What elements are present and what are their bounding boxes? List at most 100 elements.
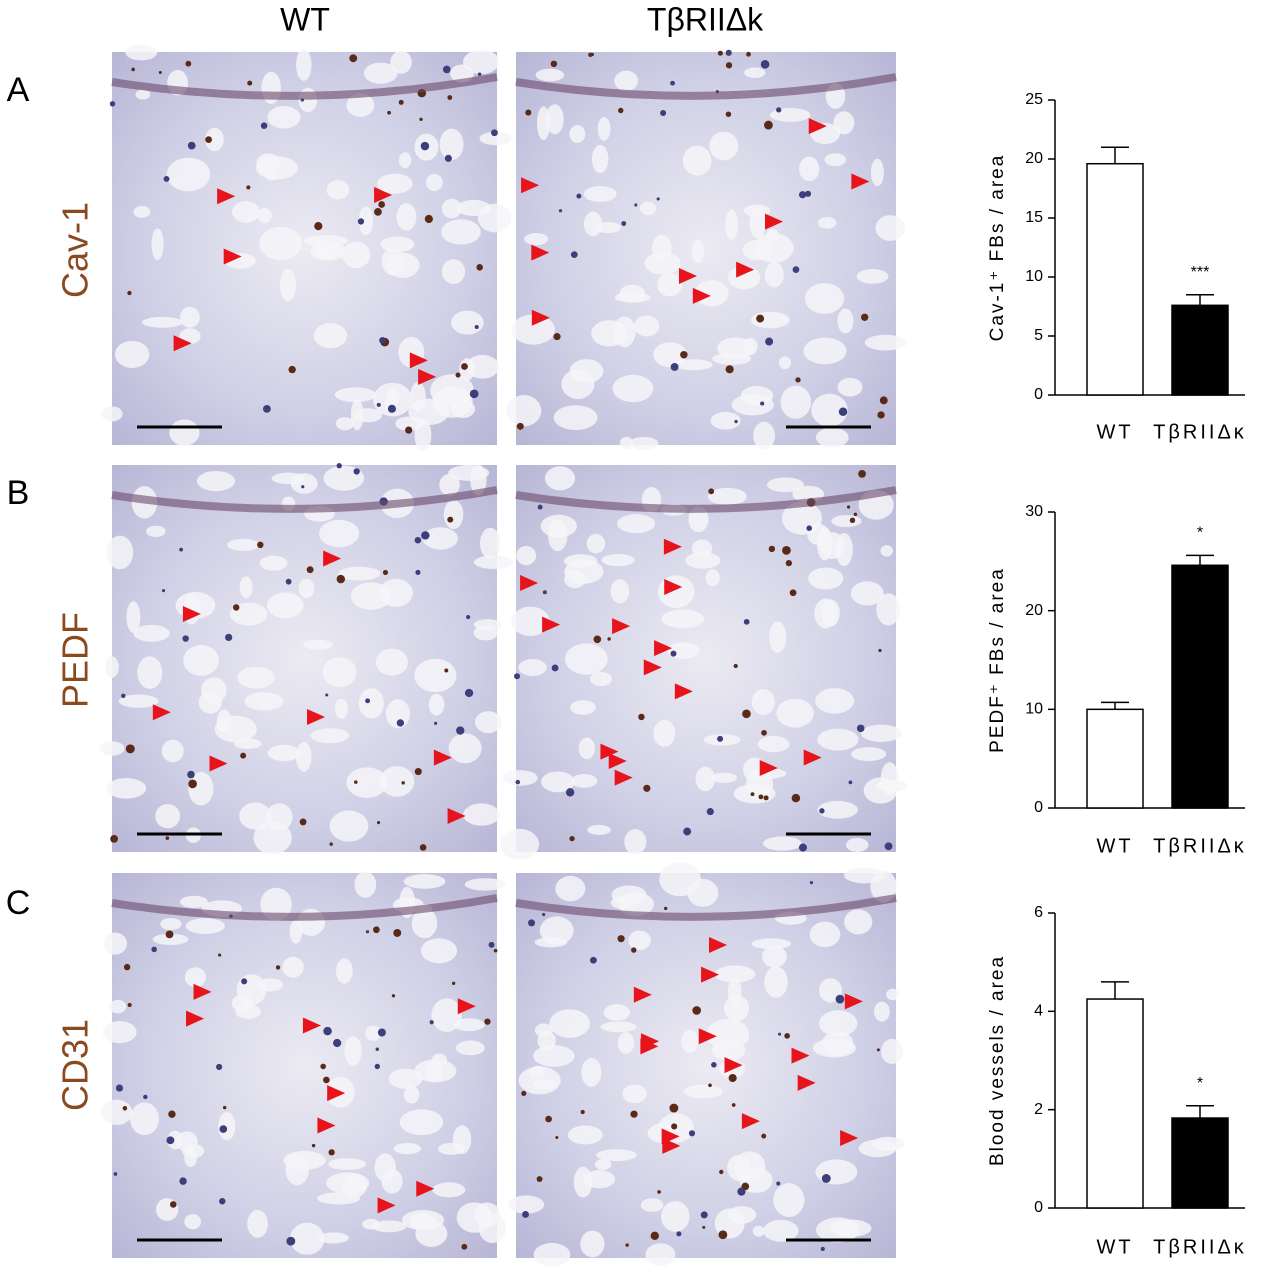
stained-cell xyxy=(374,207,382,216)
cell-space xyxy=(705,569,720,587)
cell-space xyxy=(371,1220,407,1233)
stained-cell xyxy=(849,517,856,524)
stained-cell xyxy=(257,541,264,549)
bar xyxy=(1086,998,1144,1209)
cell-space xyxy=(500,828,540,860)
cell-space xyxy=(725,209,738,241)
cell-space xyxy=(833,111,855,135)
stained-cell xyxy=(702,1225,706,1229)
cell-space xyxy=(303,639,334,650)
cell-space xyxy=(851,747,887,762)
cell-space xyxy=(712,352,752,365)
cell-space xyxy=(581,1057,602,1087)
stained-cell xyxy=(484,1018,491,1025)
cell-space xyxy=(864,334,907,351)
cell-space xyxy=(335,958,353,984)
cell-space xyxy=(533,1242,571,1267)
stained-cell xyxy=(163,176,170,182)
arrowhead xyxy=(797,1074,816,1091)
stained-cell xyxy=(717,50,723,56)
cell-space xyxy=(260,887,292,921)
cell-space xyxy=(180,895,208,908)
stained-cell xyxy=(415,569,421,575)
cell-space xyxy=(773,1183,805,1218)
stained-cell xyxy=(522,1211,529,1218)
stained-cell xyxy=(761,729,767,736)
row-label: PEDF xyxy=(55,612,96,708)
cell-space xyxy=(155,1198,179,1221)
cell-space xyxy=(313,323,348,349)
cell-space xyxy=(247,1209,268,1238)
arrowhead xyxy=(521,177,540,194)
stained-cell xyxy=(188,779,197,789)
cell-space xyxy=(196,471,236,492)
stained-cell xyxy=(576,193,582,199)
arrowhead xyxy=(447,807,466,824)
cell-space xyxy=(653,719,676,747)
y-tick-label: 0 xyxy=(1034,799,1043,816)
stained-cell xyxy=(861,313,869,321)
cell-space xyxy=(167,1130,183,1150)
cell-space xyxy=(541,771,575,793)
stained-cell xyxy=(725,49,732,56)
arrowhead xyxy=(654,640,673,657)
arrowhead xyxy=(152,704,171,721)
stained-cell xyxy=(123,963,131,971)
cell-space xyxy=(818,978,843,1003)
cell-space xyxy=(101,406,123,422)
cell-space xyxy=(633,315,660,337)
stained-cell xyxy=(631,947,637,953)
stained-cell xyxy=(820,1246,825,1251)
cell-space xyxy=(553,405,598,431)
stained-cell xyxy=(151,946,157,953)
arrowhead xyxy=(182,605,201,622)
cell-space xyxy=(727,977,742,1006)
cell-space xyxy=(289,919,303,944)
stained-cell xyxy=(444,668,449,673)
cell-space xyxy=(329,810,369,842)
arrowhead xyxy=(808,118,827,135)
cell-space xyxy=(651,234,672,262)
cell-space xyxy=(396,203,417,231)
cell-space xyxy=(506,395,542,427)
x-tick-label: WT xyxy=(1096,421,1133,443)
cell-space xyxy=(751,938,792,950)
stained-cell xyxy=(746,51,751,57)
arrowhead xyxy=(663,538,682,555)
cell-space xyxy=(237,666,275,689)
cell-space xyxy=(244,692,284,711)
cell-space xyxy=(600,1021,637,1033)
stained-cell xyxy=(795,377,801,383)
stained-cell xyxy=(444,154,452,162)
stained-cell xyxy=(542,590,547,595)
cell-space xyxy=(106,535,134,570)
y-axis-label: Cav-1⁺ FBs / area xyxy=(987,154,1008,342)
stained-cell xyxy=(311,1143,316,1148)
stained-cell xyxy=(516,422,524,430)
cell-space xyxy=(125,44,158,61)
stained-cell xyxy=(819,808,825,814)
cell-space xyxy=(555,875,586,902)
cell-space xyxy=(385,252,420,278)
stained-cell xyxy=(429,1020,434,1025)
cell-space xyxy=(586,533,606,554)
stained-cell xyxy=(758,794,764,800)
cell-space xyxy=(137,656,163,689)
cell-space xyxy=(511,606,550,637)
arrowhead xyxy=(741,1113,760,1130)
cell-space xyxy=(639,201,656,216)
cell-space xyxy=(666,642,700,659)
cell-space xyxy=(205,127,224,152)
cell-space xyxy=(751,689,775,715)
stained-cell xyxy=(768,545,776,553)
stained-cell xyxy=(109,101,116,107)
cell-space xyxy=(267,106,301,129)
epidermis xyxy=(515,486,897,513)
cell-space xyxy=(326,1172,370,1194)
stained-cell xyxy=(336,574,346,584)
arrowhead xyxy=(317,1117,336,1134)
stained-cell xyxy=(590,956,597,964)
cell-space xyxy=(232,201,260,223)
cell-space xyxy=(452,1125,472,1155)
cell-space xyxy=(403,874,446,889)
